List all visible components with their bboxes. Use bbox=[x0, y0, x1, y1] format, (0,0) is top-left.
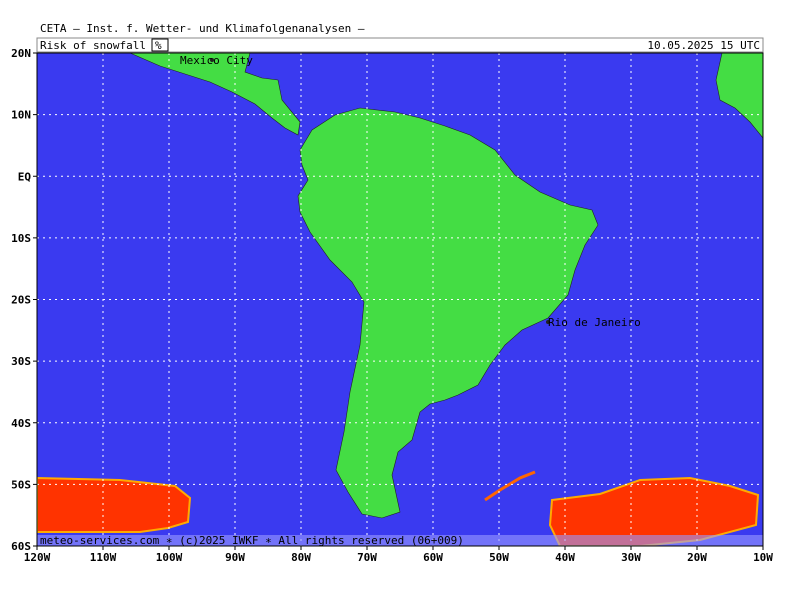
central-america bbox=[129, 53, 301, 136]
lon-label: 50W bbox=[489, 551, 509, 564]
snow-risk-fringe bbox=[484, 470, 536, 502]
lon-label: 90W bbox=[225, 551, 245, 564]
lat-label: 40S bbox=[11, 417, 31, 430]
lon-label: 60W bbox=[423, 551, 443, 564]
lon-label: 20W bbox=[687, 551, 707, 564]
footer-bar bbox=[37, 535, 763, 546]
lon-label: 30W bbox=[621, 551, 641, 564]
city-label: Mexico City bbox=[180, 54, 253, 67]
footer-credit: meteo-services.com ∗ (c)2025 IWKF ∗ All … bbox=[40, 534, 464, 547]
lat-label: 20S bbox=[11, 294, 31, 307]
lon-label: 100W bbox=[156, 551, 183, 564]
city-dot bbox=[210, 58, 214, 62]
map-area: Mexico City Rio de Janeiro meteo-service… bbox=[37, 53, 763, 547]
lon-label: 110W bbox=[90, 551, 117, 564]
datetime: 10.05.2025 15 UTC bbox=[647, 39, 760, 52]
lat-label: 60S bbox=[11, 540, 31, 553]
unit-box bbox=[151, 38, 169, 52]
city-dot bbox=[546, 320, 550, 324]
lat-label: 10S bbox=[11, 232, 31, 245]
title-bar bbox=[36, 37, 764, 53]
africa bbox=[715, 53, 763, 139]
lon-label: 70W bbox=[357, 551, 377, 564]
graticule bbox=[37, 53, 763, 546]
lat-label: 20N bbox=[11, 47, 31, 60]
institute: CETA — Inst. f. Wetter- und Klimafolgena… bbox=[40, 22, 365, 35]
lat-label: 30S bbox=[11, 355, 31, 368]
lon-label: 40W bbox=[555, 551, 575, 564]
lon-label: 120W bbox=[24, 551, 51, 564]
lat-label: EQ bbox=[18, 170, 32, 183]
snow-risk-west bbox=[37, 476, 192, 533]
lon-label: 80W bbox=[291, 551, 311, 564]
lon-label: 10W bbox=[753, 551, 773, 564]
unit: % bbox=[155, 39, 162, 52]
title: Risk of snowfall bbox=[40, 39, 146, 52]
city-label: Rio de Janeiro bbox=[548, 316, 641, 329]
south-america bbox=[297, 107, 599, 519]
lat-label: 50S bbox=[11, 478, 31, 491]
lat-label: 10N bbox=[11, 109, 31, 122]
